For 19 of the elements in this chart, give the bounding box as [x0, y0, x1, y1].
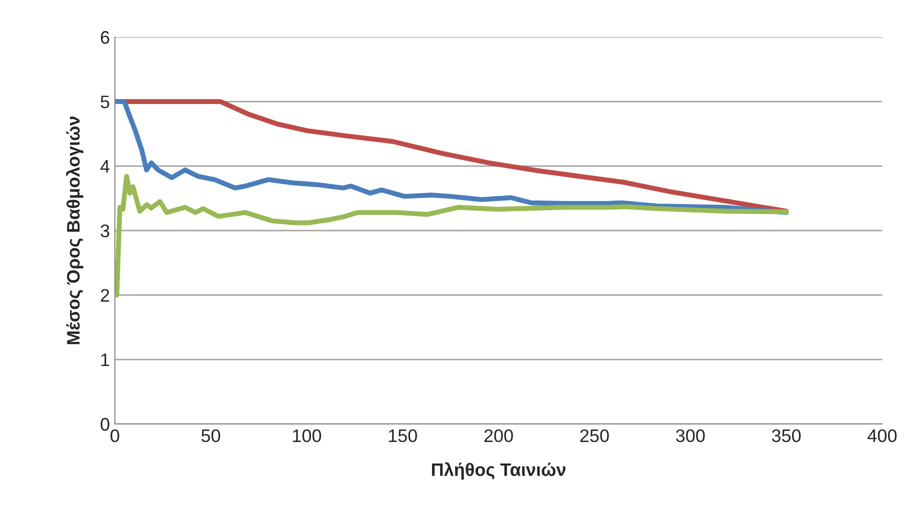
x-tick-label: 200 [484, 429, 513, 442]
x-tick-label: 150 [388, 429, 417, 442]
x-tick-label: 300 [676, 429, 705, 442]
y-tick-label: 2 [100, 288, 110, 302]
x-tick-label: 50 [201, 429, 220, 442]
x-tick-label: 400 [868, 429, 897, 442]
y-tick-label: 4 [100, 160, 110, 173]
x-tick-label: 100 [293, 429, 322, 442]
x-tick-label: 350 [772, 429, 801, 442]
y-tick-label: 3 [100, 224, 110, 238]
y-tick-label: 6 [100, 31, 110, 44]
y-tick-label: 5 [100, 96, 110, 108]
x-axis-title: Πλήθος Ταινιών [432, 462, 566, 480]
line-series [114, 174, 789, 298]
y-tick-label: 1 [101, 354, 110, 366]
x-tick-label: 250 [580, 429, 609, 442]
x-tick-label: 0 [110, 429, 120, 442]
y-axis-title: Μέσος Όρος Βαθμολογιών [66, 116, 84, 344]
y-tick-label: 0 [100, 418, 110, 431]
